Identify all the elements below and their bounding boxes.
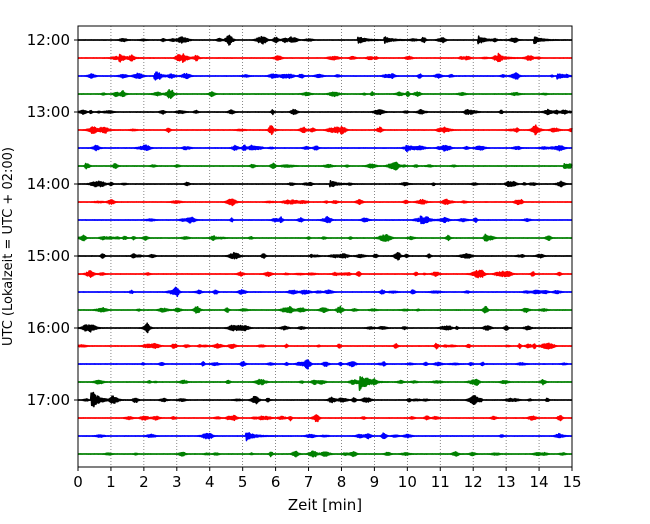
x-tick-label: 0 [73, 473, 83, 491]
y-tick-label: 16:00 [27, 319, 70, 337]
y-axis-ticks: 12:00 13:00 14:00 15:00 16:00 17:00 [27, 31, 78, 409]
plot-frame [77, 25, 573, 468]
y-tick-label: 12:00 [27, 31, 70, 49]
y-tick-label: 17:00 [27, 391, 70, 409]
seismic-trace [77, 215, 573, 225]
seismic-trace [77, 359, 573, 370]
seismic-trace [77, 251, 573, 261]
seismic-trace [77, 322, 573, 334]
seismic-trace [77, 450, 573, 458]
x-tick-label: 9 [370, 473, 380, 491]
y-tick-label: 15:00 [27, 247, 70, 265]
seismic-trace [77, 286, 573, 298]
seismic-trace [77, 305, 573, 314]
seismic-trace [77, 71, 573, 81]
seismic-trace [77, 342, 573, 350]
traces-layer [77, 34, 573, 458]
seismic-trace [77, 414, 573, 423]
x-tick-label: 7 [304, 473, 314, 491]
y-axis-label: UTC (Lokalzeit = UTC + 02:00) [1, 147, 16, 346]
x-axis-label: Zeit [min] [288, 496, 362, 514]
seismic-trace [77, 198, 573, 207]
x-tick-label: 3 [172, 473, 182, 491]
seismic-trace [77, 161, 573, 171]
seismic-trace [77, 89, 573, 100]
seismic-trace [77, 52, 573, 64]
x-tick-label: 2 [139, 473, 149, 491]
seismic-trace [77, 376, 573, 391]
x-tick-label: 12 [464, 473, 483, 491]
x-tick-label: 13 [497, 473, 516, 491]
seismic-trace [77, 233, 573, 242]
x-tick-label: 11 [431, 473, 450, 491]
seismic-trace [77, 34, 573, 46]
x-tick-label: 15 [562, 473, 581, 491]
x-tick-label: 8 [337, 473, 347, 491]
y-tick-label: 13:00 [27, 103, 70, 121]
seismic-trace [77, 432, 573, 442]
seismic-trace [77, 124, 573, 136]
seismic-trace [77, 391, 573, 408]
seismic-trace [77, 269, 573, 279]
x-axis-ticks: 0 1 2 3 4 5 6 7 8 9 10 11 12 13 14 15 [73, 467, 582, 491]
x-tick-label: 6 [271, 473, 281, 491]
x-tick-label: 5 [238, 473, 248, 491]
seismic-trace [77, 108, 573, 116]
y-tick-label: 14:00 [27, 175, 70, 193]
x-tick-label: 1 [106, 473, 116, 491]
x-tick-label: 4 [205, 473, 215, 491]
x-tick-label: 10 [398, 473, 417, 491]
x-tick-label: 14 [530, 473, 549, 491]
seismic-trace [77, 179, 573, 188]
seismic-trace [77, 144, 573, 153]
